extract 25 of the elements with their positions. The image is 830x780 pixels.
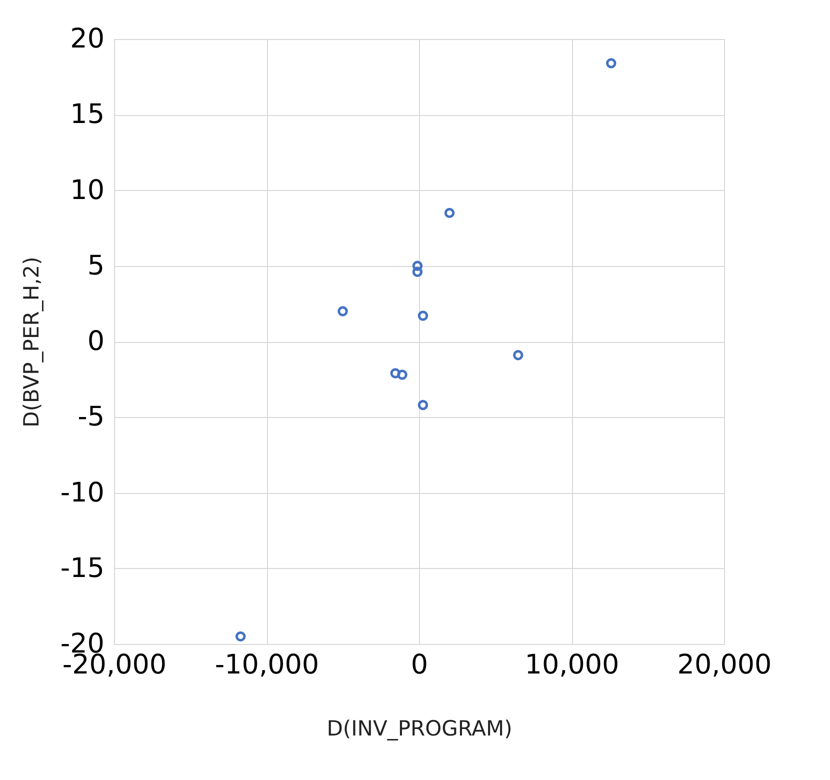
x-tick-label: 10,000 xyxy=(524,650,620,680)
point xyxy=(418,400,428,410)
point xyxy=(444,208,455,218)
point xyxy=(513,350,524,360)
x-tick-label: 20,000 xyxy=(677,650,772,680)
point xyxy=(235,631,246,642)
x-tick-label: 0 xyxy=(410,650,428,680)
point xyxy=(418,310,428,321)
x-axis-title: D(INV_PROGRAM) xyxy=(326,716,512,740)
point xyxy=(338,306,348,316)
point xyxy=(390,368,400,378)
point xyxy=(412,266,423,278)
x-tick-label: -10,000 xyxy=(214,650,320,680)
y-tick-label: 10 xyxy=(70,174,104,206)
point xyxy=(606,58,616,68)
y-tick-label: 15 xyxy=(70,99,104,130)
y-tick-label: 5 xyxy=(87,250,104,282)
point xyxy=(412,260,423,271)
y-tick-label: 20 xyxy=(70,24,104,54)
y-tick-label: -15 xyxy=(60,552,104,584)
point xyxy=(397,370,408,380)
y-tick-label: -5 xyxy=(78,402,104,433)
y-tick-label: -10 xyxy=(60,477,104,508)
y-tick-label: 0 xyxy=(87,326,104,357)
y-axis-title: D(BVP_PER_H,2) xyxy=(19,256,44,428)
